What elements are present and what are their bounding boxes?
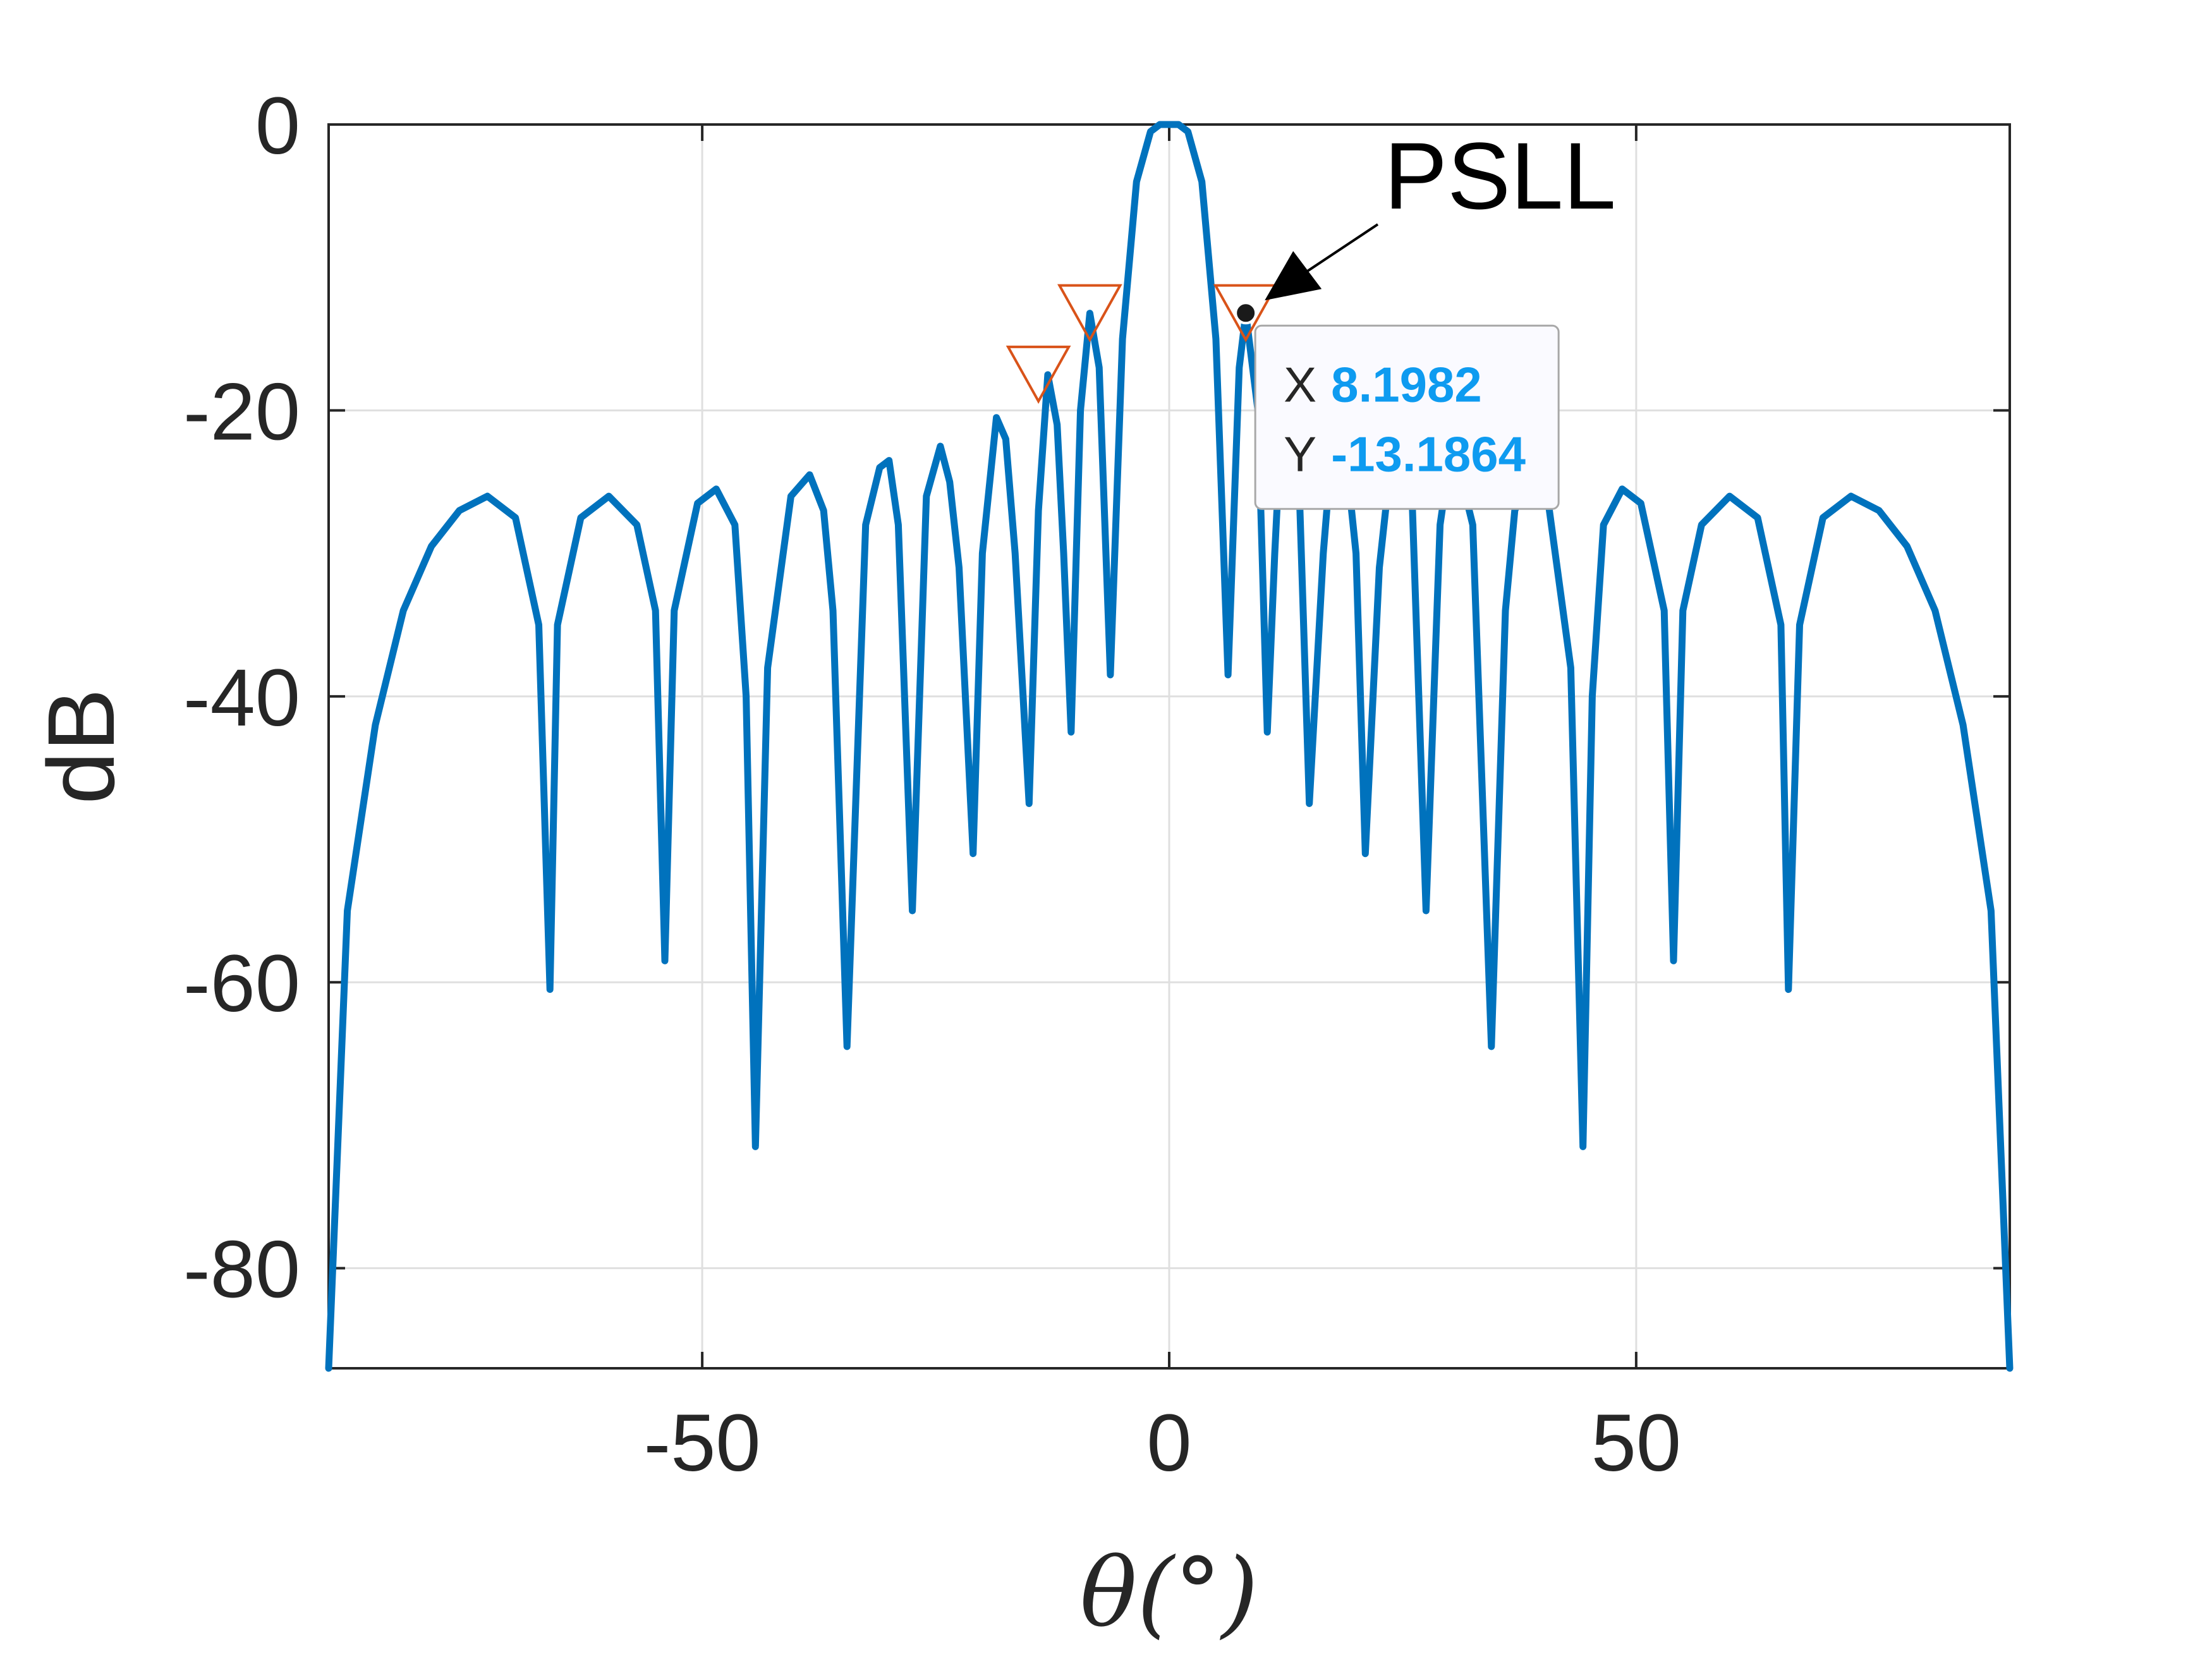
y-axis-title: dB — [28, 688, 134, 804]
datatip-x-key: X — [1284, 356, 1316, 412]
peak-marker — [1213, 284, 1279, 343]
x-tick-label: 50 — [1591, 1398, 1681, 1488]
series-line — [325, 121, 2014, 1372]
y-axis-label: dB — [28, 688, 134, 804]
y-tick-label: -20 — [183, 367, 300, 457]
series-group — [325, 121, 2014, 1372]
y-tick-label: -40 — [183, 653, 300, 743]
peak-marker — [1006, 345, 1071, 404]
y-tick-label: -80 — [183, 1225, 300, 1315]
peak-marker — [1057, 284, 1122, 343]
x-axis-title: θ(°) — [1080, 1538, 1258, 1648]
y-tick-label: -60 — [183, 939, 300, 1029]
datatip-y-value: -13.1864 — [1331, 426, 1526, 482]
psll-annotation: PSLL — [1265, 123, 1616, 301]
y-tick-label: 0 — [255, 81, 300, 171]
datatip[interactable]: X 8.1982 Y -13.1864 — [1234, 301, 1560, 510]
datatip-point[interactable] — [1234, 301, 1258, 325]
datatip-y-key: Y — [1284, 426, 1316, 482]
x-tick-label: -50 — [644, 1398, 761, 1488]
datatip-x-value: 8.1982 — [1331, 356, 1482, 412]
tick-labels: -50 0 50 0 -20 -40 -60 -80 — [183, 81, 1681, 1488]
peak-markers — [1006, 284, 1279, 404]
annotation-arrow-head — [1265, 251, 1322, 301]
annotation-text: PSLL — [1384, 123, 1616, 229]
datatip-box — [1254, 324, 1560, 510]
x-tick-label: 0 — [1146, 1398, 1191, 1488]
